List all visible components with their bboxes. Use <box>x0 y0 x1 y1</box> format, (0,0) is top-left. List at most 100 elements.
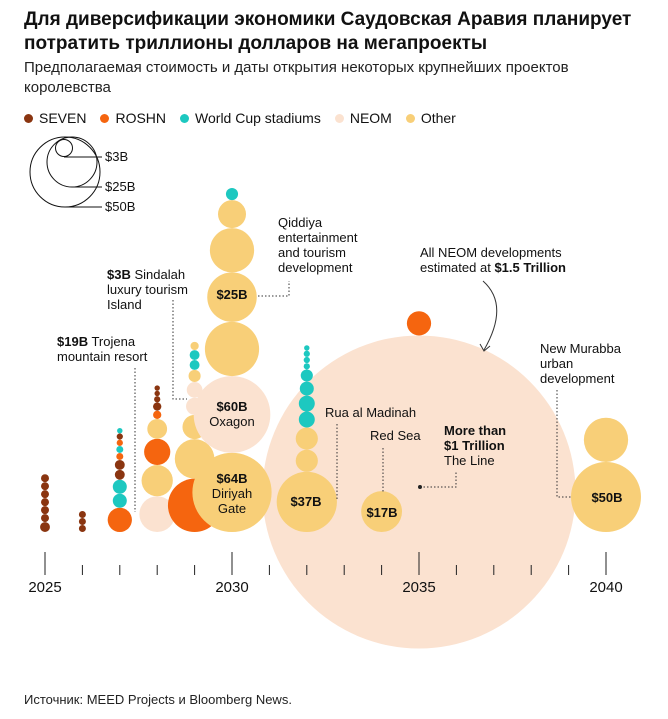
annotation-trojena: mountain resort <box>57 349 148 364</box>
leader-line <box>556 390 572 498</box>
bubble-world-cup-stadiums <box>298 411 315 428</box>
annotation-qiddiya: entertainment <box>278 230 358 245</box>
annotation-neom: All NEOM developments <box>420 245 562 260</box>
bubble-name-label: Gate <box>218 501 246 516</box>
bubble-other <box>583 417 629 462</box>
legend-swatch <box>24 113 33 123</box>
annotation-text: Sindalah <box>131 267 185 282</box>
size-legend-circle-3 <box>55 139 73 157</box>
legend-item-roshn: ROSHN <box>100 110 166 126</box>
annotation-line: $1 Trillion <box>444 438 505 453</box>
bubble-roshn <box>107 507 132 532</box>
annotation-qiddiya: and tourism <box>278 245 346 260</box>
bubble-seven <box>114 469 125 480</box>
bubble-value-label: $17B <box>366 505 397 520</box>
bubble-world-cup-stadiums <box>303 350 310 357</box>
bubble-other <box>361 491 403 532</box>
bubble-other <box>276 471 337 532</box>
x-tick-label: 2030 <box>215 579 248 596</box>
annotation-text: estimated at <box>420 260 494 275</box>
chart-title: Для диверсификации экономики Саудовская … <box>24 9 632 54</box>
x-axis: 2025 2030 2035 2040 <box>28 552 623 596</box>
bubble-seven <box>154 385 160 391</box>
bubble-value-label: $60B <box>216 399 247 414</box>
annotation-trojena: $19B Trojena <box>57 334 136 349</box>
bubble-other <box>295 427 318 450</box>
bubble-neom <box>186 382 203 398</box>
annotation-sindalah: $3B Sindalah <box>107 267 185 282</box>
bubble-seven <box>41 498 49 507</box>
bubble-seven <box>40 522 50 532</box>
legend-swatch <box>180 113 190 123</box>
bubble-world-cup-stadiums <box>117 428 123 434</box>
annotation-redsea: Red Sea <box>370 428 421 443</box>
legend-label: SEVEN <box>39 110 87 126</box>
legend-item-neom: NEOM <box>334 110 392 126</box>
x-tick-label: 2025 <box>28 579 61 596</box>
legend-swatch <box>100 113 110 123</box>
annotation-neom: estimated at $1.5 Trillion <box>420 260 566 275</box>
bubble-seven <box>41 490 49 499</box>
bubble-world-cup-stadiums <box>225 187 239 201</box>
bubble-seven <box>154 396 161 403</box>
bubble-seven <box>41 474 49 483</box>
bubble-value-label: $25B <box>216 287 247 302</box>
size-legend-circle-50 <box>29 136 101 208</box>
bubble-seven <box>78 517 86 525</box>
arrow-head-icon <box>479 343 491 352</box>
bubble-world-cup-stadiums <box>112 479 127 494</box>
bubble-world-cup-stadiums <box>189 350 200 361</box>
annotation-value: $19B <box>57 334 88 349</box>
legend-swatch <box>334 113 344 123</box>
leader-line <box>420 472 457 488</box>
size-legend-label: $25B <box>105 179 135 194</box>
bubble-world-cup-stadiums <box>112 493 127 508</box>
bubbles-layer <box>40 187 642 649</box>
size-legend: $3B $25B $50B <box>29 136 135 214</box>
annotation-line: More than <box>444 423 506 438</box>
source-note: Источник: MEED Projects и Bloomberg News… <box>24 692 292 707</box>
annotation-murabba: New Murabba <box>540 341 622 356</box>
bubble-roshn <box>153 410 162 420</box>
annotations: Qiddiya entertainment and tourism develo… <box>57 215 622 512</box>
bubble-roshn <box>406 311 432 336</box>
size-legend-label: $50B <box>105 199 135 214</box>
bubble-seven <box>41 514 49 523</box>
legend-item-world-cup: World Cup stadiums <box>180 110 321 126</box>
bubble-neom <box>262 335 576 649</box>
leader-line <box>258 281 290 297</box>
bubble-seven <box>116 433 123 440</box>
bubble-other <box>570 461 642 532</box>
bubble-other <box>147 419 168 439</box>
bubble-roshn <box>116 439 123 446</box>
legend-label: ROSHN <box>115 110 167 126</box>
annotation-murabba: development <box>540 371 615 386</box>
legend-item-other: Other <box>405 110 456 126</box>
bubble-labels: $25B $60B Oxagon $64B Diriyah Gate $37B … <box>209 287 622 520</box>
annotation-murabba: urban <box>540 356 573 371</box>
bubble-other <box>188 369 201 383</box>
bubble-other <box>190 341 199 351</box>
bubble-world-cup-stadiums <box>299 381 314 396</box>
annotation-value: $3B <box>107 267 131 282</box>
bubble-other <box>141 464 173 497</box>
legend-label: World Cup stadiums <box>195 110 321 126</box>
bubble-world-cup-stadiums <box>189 360 200 370</box>
bubble-world-cup-stadiums <box>304 345 310 351</box>
bubble-seven <box>78 510 86 518</box>
arrow-icon <box>482 280 498 351</box>
annotation-qiddiya: development <box>278 260 353 275</box>
legend-item-seven: SEVEN <box>24 110 86 126</box>
annotation-sindalah: Island <box>107 297 142 312</box>
bubble-world-cup-stadiums <box>303 356 310 364</box>
bubble-world-cup-stadiums <box>116 445 124 453</box>
annotation-value: $1.5 Trillion <box>494 260 566 275</box>
annotation-sindalah: luxury tourism <box>107 282 188 297</box>
bubble-seven <box>114 459 125 470</box>
x-tick-label: 2040 <box>589 579 622 596</box>
legend: SEVEN ROSHN World Cup stadiums NEOM Othe… <box>24 110 456 126</box>
bubble-roshn <box>144 438 171 465</box>
bubble-neom <box>139 496 176 532</box>
